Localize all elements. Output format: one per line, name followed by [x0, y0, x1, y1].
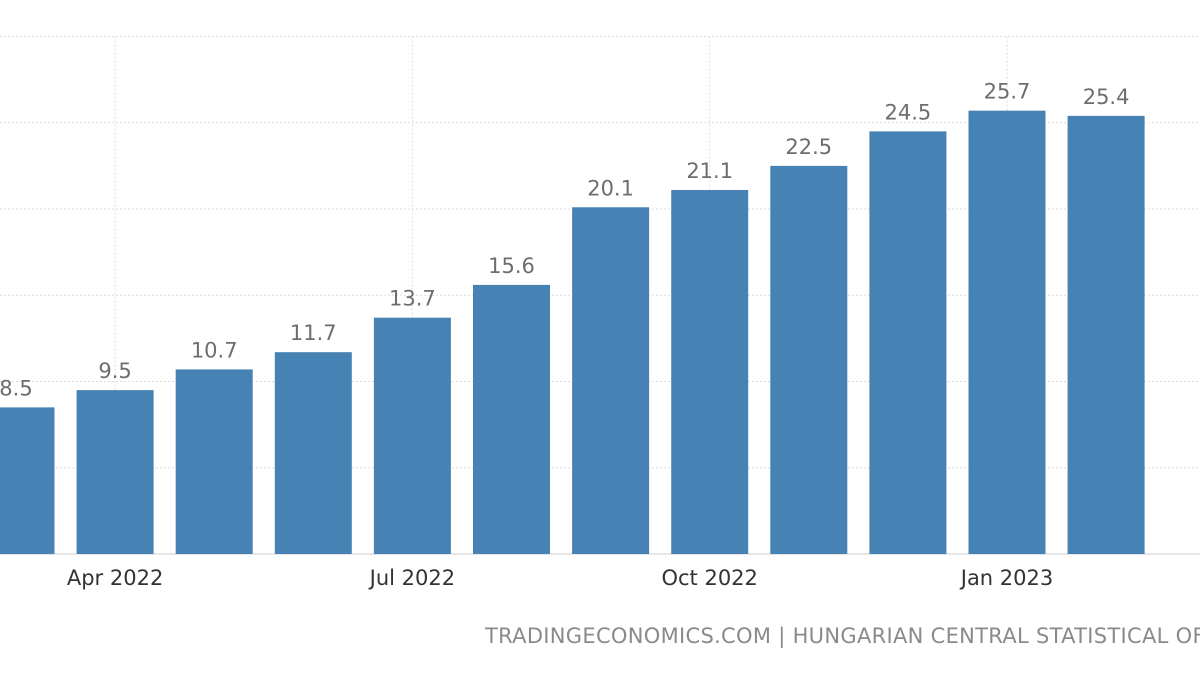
source-attribution: TRADINGECONOMICS.COM | HUNGARIAN CENTRAL… — [485, 624, 1200, 648]
data-label: 10.7 — [191, 338, 238, 362]
bar-nov-2022[interactable] — [770, 165, 848, 554]
bar-apr-2022[interactable] — [76, 390, 154, 554]
data-label: 20.1 — [587, 176, 634, 200]
x-tick-label: Oct 2022 — [661, 566, 757, 590]
data-label: 13.7 — [389, 287, 436, 311]
data-label: 25.4 — [1083, 85, 1130, 109]
data-label: 24.5 — [885, 100, 932, 124]
data-label: 8.5 — [0, 376, 33, 400]
bar-mar-2022[interactable] — [0, 407, 55, 554]
bar-jul-2022[interactable] — [373, 317, 451, 554]
x-axis-ticks: Apr 2022 Jul 2022 Oct 2022 Jan 2023 — [67, 566, 1053, 590]
data-label: 25.7 — [984, 80, 1031, 104]
data-label: 21.1 — [686, 159, 733, 183]
data-label: 11.7 — [290, 321, 337, 345]
bar-may-2022[interactable] — [175, 369, 253, 554]
bar-jan-2023[interactable] — [968, 110, 1046, 555]
data-label: 22.5 — [785, 135, 832, 159]
bars — [0, 110, 1145, 555]
bar-feb-2023[interactable] — [1067, 115, 1145, 554]
x-tick-label: Apr 2022 — [67, 566, 163, 590]
bar-oct-2022[interactable] — [671, 190, 749, 554]
x-tick-label: Jul 2022 — [368, 566, 455, 590]
data-label: 15.6 — [488, 254, 535, 278]
data-label: 9.5 — [98, 359, 131, 383]
bar-jun-2022[interactable] — [274, 352, 352, 554]
x-tick-label: Jan 2023 — [959, 566, 1054, 590]
bar-dec-2022[interactable] — [869, 131, 947, 554]
bar-sep-2022[interactable] — [572, 207, 650, 554]
data-labels: 8.5 9.5 10.7 11.7 13.7 15.6 20.1 21.1 22.5 24.5 25… — [0, 80, 1129, 401]
bar-aug-2022[interactable] — [473, 284, 550, 554]
